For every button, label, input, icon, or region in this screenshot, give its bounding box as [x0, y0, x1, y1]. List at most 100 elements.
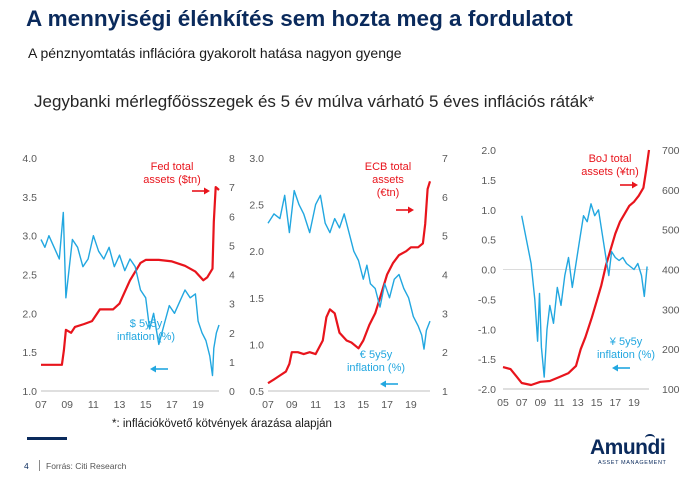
x-tick-label: 13	[114, 399, 126, 411]
y-right-tick-label: 100	[662, 384, 680, 396]
assets-series-line	[41, 186, 220, 366]
y-right-tick-label: 7	[229, 182, 235, 194]
x-tick-label: 13	[572, 397, 584, 409]
x-tick-label: 07	[516, 397, 528, 409]
inflation-series-label: inflation (%)	[597, 349, 655, 361]
assets-series-label: Fed total	[151, 161, 194, 173]
y-right-tick-label: 3	[229, 299, 235, 311]
y-left-tick-label: 1.5	[249, 293, 264, 305]
chart-panel-2: 0.5 1.0 1.5 2.0 2.5 3.0 1 2 3 4 5 6 7 07 09 11 13 15 17 19 E…	[249, 153, 448, 411]
inflation-series-line	[521, 203, 648, 378]
y-right-tick-label: 400	[662, 265, 680, 277]
y-right-tick-label: 700	[662, 145, 680, 157]
y-left-tick-label: 1.5	[22, 347, 37, 359]
y-right-tick-label: 200	[662, 344, 680, 356]
inflation-axis-arrow-icon	[612, 364, 618, 372]
assets-axis-arrow-icon	[204, 187, 210, 195]
y-left-tick-label: -2.0	[478, 384, 496, 396]
x-tick-label: 07	[262, 399, 274, 411]
y-left-tick-label: 2.0	[481, 145, 496, 157]
page-subtitle: A pénznyomtatás inflációra gyakorolt hat…	[28, 45, 402, 61]
x-tick-label: 17	[381, 399, 393, 411]
chart-heading: Jegybanki mérlegfőösszegek és 5 év múlva…	[34, 92, 595, 111]
y-right-tick-label: 5	[229, 240, 235, 252]
x-tick-label: 09	[535, 397, 547, 409]
assets-series-label: assets (¥tn)	[581, 166, 638, 178]
x-tick-label: 15	[591, 397, 603, 409]
inflation-series-line	[267, 189, 431, 350]
footer-rule	[27, 437, 67, 440]
y-left-tick-label: 2.0	[249, 246, 264, 258]
assets-series-label: ECB total	[365, 161, 411, 173]
inflation-axis-arrow-icon	[380, 380, 386, 388]
assets-series-line	[502, 149, 651, 387]
y-left-tick-label: 4.0	[22, 153, 37, 165]
inflation-series-label: inflation (%)	[117, 331, 175, 343]
x-tick-label: 09	[286, 399, 298, 411]
inflation-series-label: ¥ 5y5y	[609, 336, 643, 348]
y-right-tick-label: 8	[229, 153, 235, 165]
footnote: *: inflációkövető kötvények árazása alap…	[112, 418, 332, 430]
x-tick-label: 13	[334, 399, 346, 411]
logo-tagline: ASSET MANAGEMENT	[598, 460, 667, 466]
x-tick-label: 19	[405, 399, 417, 411]
chart-panel-3: -2.0 -1.5 -1.0 -0.5 0.0 0.5 1.0 1.5 2.0 100 200 300…	[478, 145, 680, 409]
assets-series-label: (€tn)	[377, 187, 400, 199]
x-tick-label: 19	[192, 399, 204, 411]
y-left-tick-label: 1.0	[249, 339, 264, 351]
y-left-tick-label: 3.5	[22, 192, 37, 204]
x-tick-label: 11	[88, 399, 99, 411]
x-tick-label: 19	[628, 397, 640, 409]
page-number: 4	[24, 461, 29, 471]
x-tick-label: 11	[554, 397, 565, 409]
y-left-tick-label: 0.5	[481, 235, 496, 247]
assets-axis-arrow-icon	[408, 206, 414, 214]
y-left-tick-label: 0.5	[249, 386, 264, 398]
y-left-tick-label: 2.5	[22, 270, 37, 282]
y-right-tick-label: 4	[442, 270, 448, 282]
y-right-tick-label: 7	[442, 153, 448, 165]
assets-series-label: BoJ total	[589, 153, 632, 165]
x-tick-label: 11	[310, 399, 321, 411]
y-left-tick-label: 0.0	[481, 265, 496, 277]
source-note: Forrás: Citi Research	[46, 461, 127, 471]
logo-accent-icon	[645, 434, 655, 442]
y-right-tick-label: 5	[442, 231, 448, 243]
y-left-tick-label: -1.0	[478, 324, 496, 336]
y-right-tick-label: 0	[229, 386, 235, 398]
amundi-logo: Amundi ASSET MANAGEMENT	[590, 434, 670, 470]
assets-series-label: assets	[372, 174, 404, 186]
y-right-tick-label: 2	[229, 328, 235, 340]
y-right-tick-label: 3	[442, 308, 448, 320]
y-left-tick-label: 2.5	[249, 200, 264, 212]
y-left-tick-label: 2.0	[22, 308, 37, 320]
y-right-tick-label: 300	[662, 304, 680, 316]
inflation-series-label: € 5y5y	[360, 349, 393, 361]
y-right-tick-label: 6	[229, 211, 235, 223]
assets-series-label: assets ($tn)	[143, 174, 200, 186]
logo-name: Amundi	[590, 436, 666, 459]
inflation-series-label: $ 5y5y	[130, 318, 163, 330]
assets-axis-arrow-icon	[632, 181, 638, 189]
x-tick-label: 07	[35, 399, 47, 411]
y-right-tick-label: 2	[442, 347, 448, 359]
x-tick-label: 15	[140, 399, 152, 411]
y-right-tick-label: 1	[442, 386, 448, 398]
y-right-tick-label: 4	[229, 270, 235, 282]
footer-separator	[39, 460, 40, 471]
y-right-tick-label: 600	[662, 185, 680, 197]
y-left-tick-label: 3.0	[249, 153, 264, 165]
y-left-tick-label: 1.0	[481, 205, 496, 217]
y-left-tick-label: 1.5	[481, 175, 496, 187]
inflation-series-line	[40, 211, 220, 377]
page-title: A mennyiségi élénkítés sem hozta meg a f…	[26, 6, 573, 31]
y-left-tick-label: -1.5	[478, 354, 496, 366]
inflation-axis-arrow-icon	[150, 365, 156, 373]
y-left-tick-label: -0.5	[478, 294, 496, 306]
x-tick-label: 15	[357, 399, 369, 411]
y-right-tick-label: 6	[442, 192, 448, 204]
x-tick-label: 17	[166, 399, 178, 411]
y-left-tick-label: 3.0	[22, 231, 37, 243]
assets-series-line	[267, 180, 432, 385]
